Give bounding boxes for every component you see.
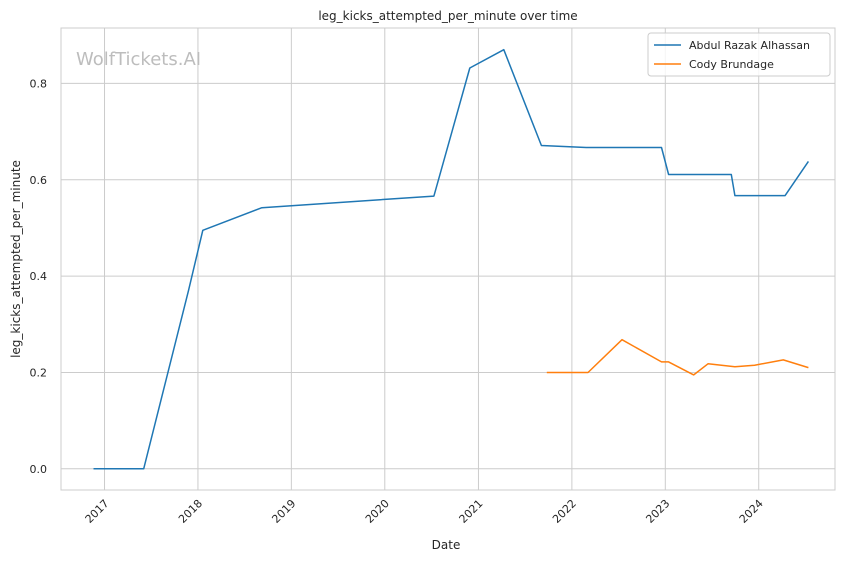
x-axis-label: Date	[432, 538, 461, 552]
x-tick-label: 2017	[83, 497, 112, 526]
y-tick-label: 0.0	[30, 463, 48, 476]
series-line-2	[546, 338, 809, 376]
legend: Abdul Razak Alhassan Cody Brundage	[647, 32, 831, 77]
legend-label-series-2: Cody Brundage	[689, 58, 774, 71]
grid	[61, 28, 835, 490]
x-tick-label: 2020	[363, 497, 392, 526]
chart-title: leg_kicks_attempted_per_minute over time	[318, 9, 577, 23]
y-axis-label: leg_kicks_attempted_per_minute	[9, 160, 23, 358]
legend-label-series-1: Abdul Razak Alhassan	[689, 39, 810, 52]
x-tick-label: 2023	[643, 497, 672, 526]
x-axis-ticks: 2017 2018 2019 2020 2021 2022 2023 2024	[83, 497, 766, 526]
x-tick-label: 2018	[176, 497, 205, 526]
x-tick-label: 2022	[550, 497, 579, 526]
x-tick-label: 2024	[737, 497, 766, 526]
plot-background	[61, 28, 835, 490]
y-tick-label: 0.8	[30, 77, 48, 90]
legend-box	[647, 32, 831, 77]
plot-frame	[60, 27, 836, 491]
x-tick-label: 2019	[269, 497, 298, 526]
watermark: WolfTickets.AI	[76, 49, 201, 70]
y-tick-label: 0.6	[30, 174, 48, 187]
y-tick-label: 0.4	[30, 270, 48, 283]
y-axis-ticks: 0.0 0.2 0.4 0.6 0.8	[30, 77, 48, 475]
y-tick-label: 0.2	[30, 366, 48, 379]
series-line-1	[93, 48, 810, 470]
series-layer	[93, 48, 810, 470]
x-tick-label: 2021	[457, 497, 486, 526]
